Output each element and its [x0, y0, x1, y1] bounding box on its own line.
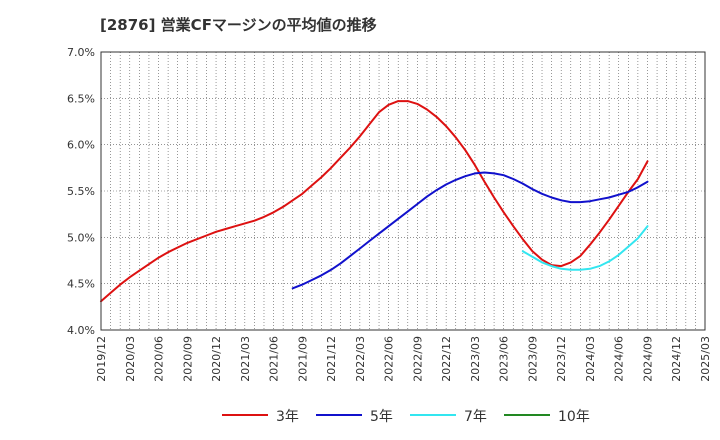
legend-swatch	[316, 414, 362, 416]
legend-label: 10年	[558, 409, 590, 425]
y-tick-label: 5.5%	[67, 185, 95, 198]
x-tick-label: 2021/09	[296, 336, 309, 382]
y-axis-ticks: 4.0% 4.5% 5.0% 5.5% 6.0% 6.5% 7.0%	[67, 46, 95, 337]
x-tick-label: 2024/03	[584, 336, 597, 382]
x-tick-label: 2024/06	[613, 336, 626, 382]
legend-swatch	[410, 414, 456, 416]
series-lines	[100, 100, 649, 303]
legend-label: 7年	[464, 409, 487, 425]
x-tick-label: 2025/03	[699, 336, 712, 382]
legend-label: 3年	[276, 409, 299, 425]
x-tick-label: 2024/09	[641, 336, 654, 382]
x-tick-label: 2023/03	[469, 336, 482, 382]
x-tick-label: 2023/12	[555, 336, 568, 382]
series-line-3年	[100, 100, 649, 303]
x-tick-label: 2023/09	[526, 336, 539, 382]
y-tick-label: 6.0%	[67, 139, 95, 152]
y-tick-label: 6.5%	[67, 92, 95, 105]
series-line-5年	[291, 171, 649, 290]
y-tick-label: 4.0%	[67, 324, 95, 337]
x-tick-label: 2020/09	[181, 336, 194, 382]
y-tick-label: 5.0%	[67, 231, 95, 244]
x-tick-label: 2023/06	[498, 336, 511, 382]
x-tick-label: 2020/12	[210, 336, 223, 382]
y-tick-label: 4.5%	[67, 278, 95, 291]
x-tick-label: 2022/06	[383, 336, 396, 382]
x-tick-label: 2021/06	[268, 336, 281, 382]
x-tick-label: 2021/03	[239, 336, 252, 382]
legend-swatch	[222, 414, 268, 416]
x-tick-label: 2024/12	[670, 336, 683, 382]
x-tick-label: 2022/12	[440, 336, 453, 382]
grid	[100, 51, 706, 331]
legend: 3年 5年 7年 10年	[0, 404, 720, 426]
x-tick-label: 2022/03	[354, 336, 367, 382]
x-axis-ticks: 2019/12 2020/03 2020/06 2020/09 2020/12 2021/…	[95, 336, 712, 382]
plot-frame	[100, 51, 706, 331]
x-tick-label: 2021/12	[325, 336, 338, 382]
x-tick-label: 2019/12	[95, 336, 108, 382]
x-tick-label: 2020/06	[153, 336, 166, 382]
y-tick-label: 7.0%	[67, 46, 95, 59]
legend-swatch	[504, 414, 550, 416]
x-tick-label: 2020/03	[124, 336, 137, 382]
series-line-7年	[521, 225, 649, 271]
chart-title: [2876] 営業CFマージンの平均値の推移	[100, 16, 377, 34]
legend-label: 5年	[370, 409, 393, 425]
x-tick-label: 2022/09	[411, 336, 424, 382]
